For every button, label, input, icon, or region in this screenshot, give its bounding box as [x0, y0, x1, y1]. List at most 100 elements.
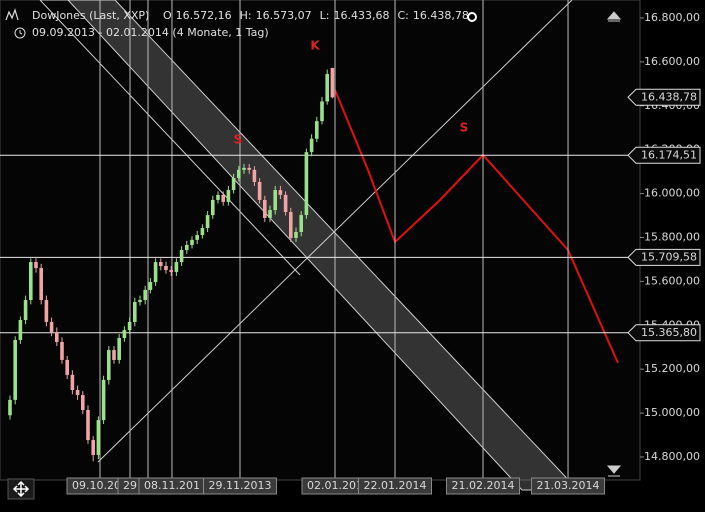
ohlc-values: O 16.572,16 H: 16.573,07 L: 16.433,68 C: 16.438…	[163, 9, 469, 22]
candle-body	[200, 228, 205, 236]
candle-body	[60, 341, 64, 360]
candle-body	[153, 262, 158, 283]
candle-body	[18, 320, 23, 340]
header: DowJones (Last, XXP) O 16.572,16 H: 16.573,…	[5, 8, 477, 39]
candle-body	[49, 321, 54, 333]
annotation: S	[234, 133, 243, 147]
candle-body	[23, 300, 28, 320]
candle-body	[28, 262, 33, 301]
candle-body	[283, 194, 288, 213]
candle-body	[65, 359, 69, 375]
x-label-box	[358, 477, 433, 495]
x-tick-label: 21.02.2014	[452, 479, 515, 492]
x-tick-label: 22.01.2014	[364, 479, 427, 492]
x-tick-label: 09.10.201	[72, 479, 128, 492]
ohlc-key: L:	[320, 9, 330, 22]
x-label-box	[446, 477, 520, 495]
candle-body	[242, 167, 246, 170]
candle-body	[179, 249, 184, 263]
annotation: K	[310, 39, 320, 53]
candle-body	[221, 194, 225, 202]
y-tick-label: 16.600,00	[644, 55, 700, 68]
x-tick-label: 21.03.2014	[537, 479, 600, 492]
x-tick-label: 02.01.201	[307, 479, 363, 492]
candle-body	[143, 289, 147, 301]
y-tick-label: 15.200,00	[644, 362, 700, 375]
date-range: 09.09.2013 - 02.01.2014 (4 Monate, 1 Tag…	[32, 26, 269, 39]
candle-body	[216, 194, 220, 200]
ohlc-key: O	[163, 9, 172, 22]
candle-body	[330, 68, 335, 98]
y-tick-label: 16.800,00	[644, 11, 700, 24]
x-label-box	[531, 477, 606, 495]
ohlc-key: C:	[397, 9, 408, 22]
candle-body	[101, 379, 106, 421]
price-marker	[627, 146, 701, 164]
y-tick-label: 15.000,00	[644, 406, 700, 419]
candle-body	[132, 302, 137, 322]
candle-body	[195, 235, 199, 240]
candle-body	[138, 300, 142, 303]
candle-body	[8, 399, 12, 416]
x-tick-label: 08.11.201	[144, 479, 200, 492]
candle-body	[184, 244, 189, 250]
plot-area	[0, 0, 641, 481]
clock-hand	[19, 30, 23, 35]
candle-body	[315, 121, 319, 139]
x-tick-label: 29.11.2013	[209, 479, 272, 492]
scroll-up[interactable]	[606, 11, 622, 22]
candle-body	[252, 169, 257, 182]
candle-body	[231, 177, 236, 191]
y-tick-label: 15.600,00	[644, 274, 700, 287]
annotation: S	[460, 121, 469, 135]
candle-body	[86, 409, 90, 441]
candle-body	[257, 181, 262, 200]
candle-body	[289, 212, 293, 238]
candle-body	[299, 215, 304, 232]
price-marker	[627, 248, 701, 266]
candle-body	[210, 199, 215, 216]
y-tick-label: 14.800,00	[644, 450, 700, 463]
ohlc-value: 16.438,78	[413, 9, 469, 22]
move-icon	[12, 480, 30, 498]
candle-body	[294, 231, 298, 238]
candle-body	[96, 420, 101, 455]
candle-body	[80, 395, 85, 410]
y-tick-label: 15.800,00	[644, 230, 700, 243]
candle-body	[164, 266, 168, 270]
price-marker	[627, 88, 701, 106]
price-marker	[627, 324, 701, 342]
candle-body	[262, 199, 267, 218]
candle-body	[158, 262, 163, 267]
candle-body	[148, 282, 153, 290]
y-tick-label: 16.000,00	[644, 187, 700, 200]
ohlc-value: 16.433,68	[333, 9, 389, 22]
candle-body	[205, 215, 210, 229]
clock-icon	[14, 27, 26, 39]
candle-body	[174, 262, 179, 272]
candle-body	[268, 210, 272, 218]
ohlc-value: 16.572,16	[176, 9, 232, 22]
scroll-down[interactable]	[606, 465, 622, 477]
candle-body	[278, 190, 283, 195]
candle-body	[127, 321, 132, 331]
candle-body	[309, 138, 314, 153]
candle-body	[106, 350, 111, 380]
candle-body	[304, 152, 309, 216]
candle-body	[13, 339, 17, 400]
ohlc-value: 16.573,07	[256, 9, 312, 22]
candle-body	[44, 300, 49, 322]
candle-body	[70, 374, 75, 391]
candle-body	[190, 239, 194, 245]
instrument-name: DowJones (Last, XXP)	[32, 9, 149, 22]
candle-body	[34, 262, 38, 268]
candle-body	[75, 390, 80, 396]
candle-body	[117, 337, 121, 360]
candle-body	[226, 190, 231, 202]
ohlc-key: H:	[240, 9, 252, 22]
candle-body	[54, 332, 59, 342]
settings-icon[interactable]	[467, 12, 477, 22]
candle-body	[112, 350, 116, 360]
